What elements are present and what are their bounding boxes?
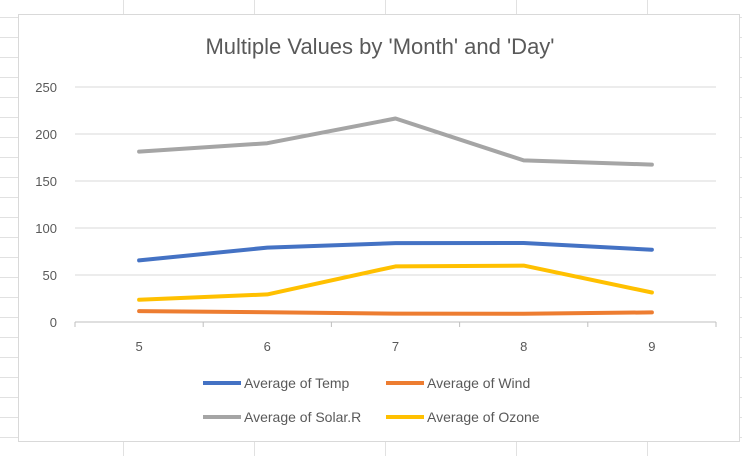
legend-label: Average of Ozone bbox=[427, 409, 540, 425]
y-tick-label: 50 bbox=[43, 268, 57, 283]
x-tick-label: 5 bbox=[135, 339, 142, 354]
legend: Average of Temp Average of Wind Average of… bbox=[203, 375, 540, 425]
y-tick-label: 0 bbox=[50, 315, 57, 330]
x-axis bbox=[74, 321, 717, 327]
plot-series bbox=[137, 116, 654, 316]
y-tick-label: 250 bbox=[35, 80, 57, 95]
series-line-2[interactable] bbox=[137, 309, 654, 316]
series-line-3[interactable] bbox=[137, 116, 654, 167]
x-axis-labels: 5 6 7 8 9 bbox=[135, 339, 655, 354]
y-axis-labels: 0 50 100 150 200 250 bbox=[35, 80, 57, 330]
legend-label: Average of Solar.R bbox=[244, 409, 361, 425]
y-tick-label: 100 bbox=[35, 221, 57, 236]
legend-label: Average of Wind bbox=[427, 375, 530, 391]
x-tick-label: 7 bbox=[392, 339, 399, 354]
gridlines bbox=[75, 86, 716, 276]
x-tick-label: 6 bbox=[264, 339, 271, 354]
y-tick-label: 200 bbox=[35, 127, 57, 142]
series-line-4[interactable] bbox=[137, 263, 654, 302]
x-tick-label: 9 bbox=[648, 339, 655, 354]
y-tick-label: 150 bbox=[35, 174, 57, 189]
chart-title: Multiple Values by 'Month' and 'Day' bbox=[205, 34, 554, 59]
legend-label: Average of Temp bbox=[244, 375, 350, 391]
series-line-1[interactable] bbox=[137, 241, 654, 263]
x-tick-label: 8 bbox=[520, 339, 527, 354]
